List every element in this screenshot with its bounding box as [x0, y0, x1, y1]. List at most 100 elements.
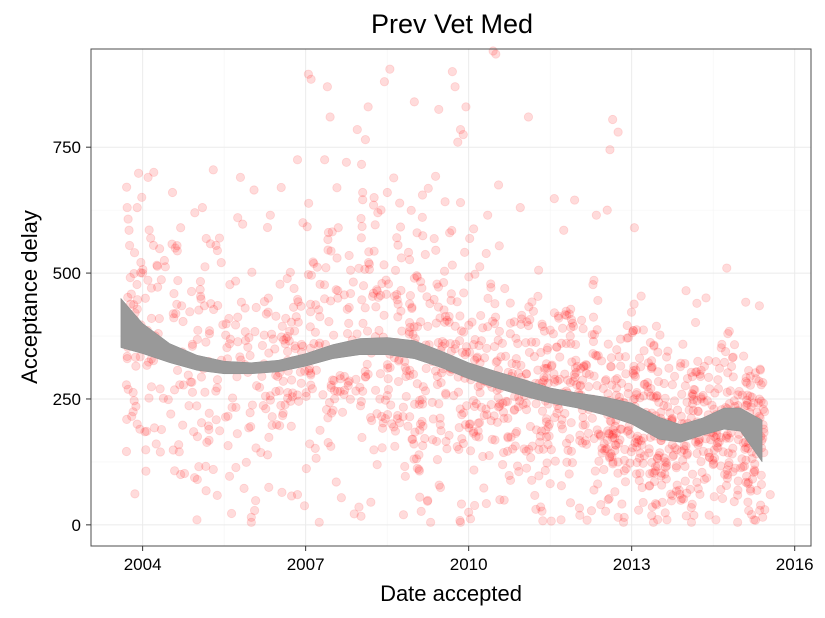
data-point	[603, 495, 613, 505]
data-point	[395, 198, 405, 208]
data-point	[300, 366, 310, 376]
data-point	[133, 168, 144, 178]
data-point	[461, 102, 471, 112]
data-point	[747, 453, 757, 464]
data-point	[400, 362, 410, 373]
data-point	[192, 515, 202, 525]
data-point	[293, 317, 303, 327]
data-point	[535, 437, 545, 447]
data-point	[129, 268, 139, 279]
data-point	[332, 386, 343, 396]
data-point	[172, 246, 182, 256]
data-point	[653, 376, 664, 387]
data-point	[149, 423, 160, 433]
data-point	[471, 431, 481, 441]
data-point	[695, 489, 705, 500]
data-point	[437, 341, 447, 351]
data-point	[692, 477, 702, 487]
data-point	[151, 439, 161, 449]
data-point	[729, 340, 740, 350]
data-point	[149, 167, 159, 177]
data-point	[680, 381, 690, 391]
data-point	[682, 448, 693, 458]
data-point	[540, 425, 551, 435]
data-point	[148, 240, 159, 250]
data-point	[167, 187, 178, 198]
data-point	[192, 334, 202, 345]
data-point	[287, 392, 298, 402]
data-point	[264, 432, 274, 442]
data-point	[285, 267, 295, 278]
data-point	[367, 415, 377, 426]
data-point	[156, 424, 167, 435]
data-point	[435, 413, 445, 423]
data-point	[377, 279, 387, 289]
data-point	[611, 428, 621, 438]
data-point	[549, 369, 559, 379]
data-point	[422, 496, 433, 506]
data-point	[170, 466, 180, 476]
data-point	[144, 225, 154, 235]
data-point	[528, 306, 539, 316]
data-point	[252, 381, 262, 391]
data-point	[687, 389, 697, 399]
data-point	[470, 334, 480, 345]
data-point	[632, 442, 642, 452]
data-point	[171, 309, 181, 319]
data-point	[552, 408, 562, 418]
data-point	[511, 428, 521, 439]
data-point	[566, 314, 577, 325]
data-point	[535, 431, 545, 441]
data-point	[174, 440, 184, 450]
data-point	[337, 407, 348, 417]
data-point	[495, 495, 505, 505]
data-point	[581, 368, 591, 378]
data-point	[719, 357, 730, 367]
data-point	[578, 412, 588, 423]
data-point	[576, 363, 586, 374]
data-point	[343, 381, 353, 391]
data-point	[294, 396, 304, 406]
data-point	[603, 339, 613, 349]
data-point	[742, 471, 752, 481]
data-point	[716, 461, 726, 471]
data-point	[214, 233, 225, 243]
data-point	[257, 340, 268, 351]
data-point	[634, 475, 644, 486]
data-point	[628, 326, 639, 336]
data-point	[542, 372, 552, 382]
data-point	[524, 444, 534, 454]
data-point	[432, 379, 443, 390]
data-point	[318, 390, 328, 400]
data-point	[749, 465, 759, 475]
data-point	[280, 400, 290, 410]
data-point	[740, 444, 750, 454]
data-point	[747, 474, 758, 484]
data-point	[354, 263, 364, 273]
data-point	[756, 479, 767, 490]
data-point	[724, 326, 734, 336]
data-point	[450, 344, 460, 354]
data-point	[339, 389, 349, 400]
data-point	[711, 433, 721, 443]
data-point	[176, 469, 186, 480]
data-point	[392, 414, 402, 424]
data-point	[467, 317, 477, 327]
data-point	[586, 506, 597, 516]
data-point	[625, 458, 635, 468]
data-point	[362, 359, 372, 369]
data-point	[369, 193, 379, 203]
data-point	[515, 203, 525, 213]
data-point	[729, 396, 739, 406]
data-point	[666, 496, 677, 506]
data-point	[566, 339, 576, 349]
data-point	[409, 439, 419, 449]
data-point	[531, 399, 541, 409]
data-point	[275, 421, 285, 431]
data-point	[407, 303, 417, 314]
data-point	[538, 516, 548, 526]
data-point	[417, 190, 428, 200]
data-point	[606, 353, 616, 363]
data-point	[202, 437, 212, 448]
data-point	[363, 257, 374, 268]
